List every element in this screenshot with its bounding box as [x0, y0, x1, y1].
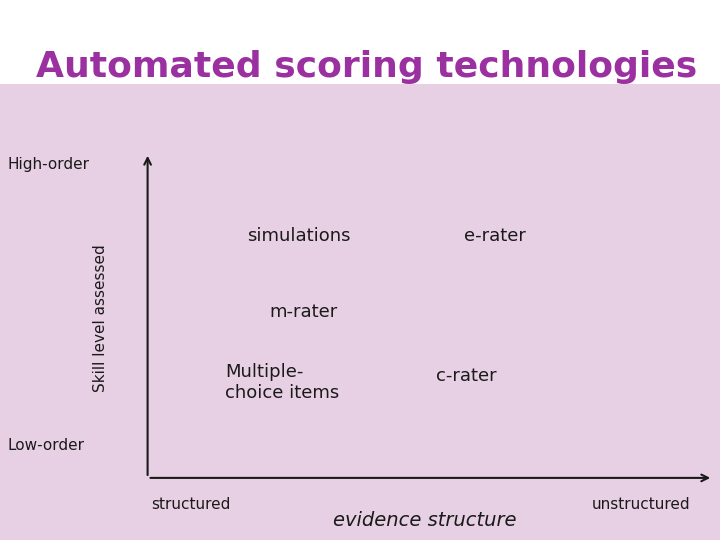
Text: Multiple-
choice items: Multiple- choice items — [225, 363, 339, 402]
Text: evidence structure: evidence structure — [333, 511, 516, 530]
Text: High-order: High-order — [7, 157, 89, 172]
Text: m-rater: m-rater — [269, 303, 338, 321]
Text: simulations: simulations — [248, 227, 351, 245]
Text: structured: structured — [151, 497, 230, 512]
Text: c-rater: c-rater — [436, 367, 497, 385]
Text: Low-order: Low-order — [7, 438, 84, 453]
Text: e-rater: e-rater — [464, 227, 526, 245]
Text: Automated scoring technologies: Automated scoring technologies — [36, 51, 697, 84]
Bar — [0, 84, 720, 540]
Text: Skill level assessed: Skill level assessed — [93, 245, 108, 393]
Text: unstructured: unstructured — [592, 497, 690, 512]
